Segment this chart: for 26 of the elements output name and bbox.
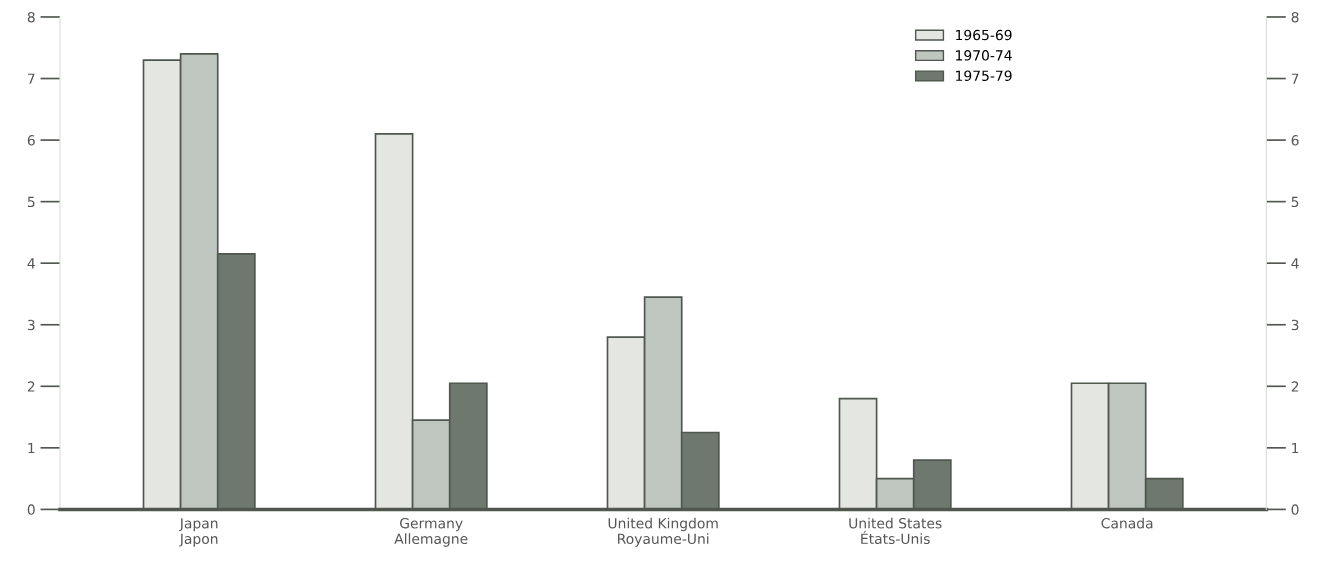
y2-tick-label: 5 — [1291, 196, 1299, 208]
legend-label: 1975-79 — [956, 70, 1012, 81]
x-tick-label: Japan Japon — [179, 518, 218, 547]
y2-tick-label: 2 — [1291, 381, 1299, 392]
y-tick-label: 2 — [27, 381, 35, 392]
y-tick-label: 6 — [27, 135, 35, 146]
y-tick-label: 1 — [28, 443, 35, 454]
y-tick-label: 8 — [27, 11, 35, 23]
y-tick-label: 4 — [27, 258, 35, 269]
legend-label: 1965-69 — [956, 29, 1012, 41]
y2-tick-label: 8 — [1291, 11, 1299, 23]
y2-tick-label: 4 — [1291, 258, 1299, 269]
y-tick-label: 3 — [27, 319, 35, 331]
x-tick-label: United States États-Unis — [849, 517, 942, 545]
y-tick-label: 0 — [27, 504, 35, 515]
x-tick-label: Canada — [1101, 517, 1153, 529]
y2-tick-label: 3 — [1291, 319, 1299, 331]
y2-tick-label: 0 — [1291, 504, 1299, 515]
y2-tick-label: 7 — [1291, 73, 1299, 84]
legend-label: 1970-74 — [956, 50, 1012, 61]
y-tick-label: 7 — [27, 73, 35, 84]
x-tick-label: United Kingdom Royaume-Uni — [608, 517, 718, 547]
y2-tick-label: 1 — [1292, 443, 1299, 454]
y2-tick-label: 6 — [1291, 135, 1299, 146]
y-tick-label: 5 — [27, 196, 35, 208]
x-tick-label: Germany Allemagne — [394, 517, 468, 547]
